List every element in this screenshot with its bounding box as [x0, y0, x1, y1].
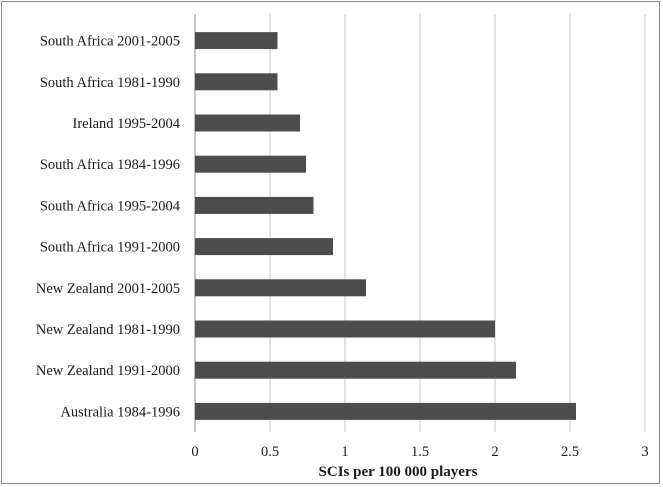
category-label: New Zealand 1981-1990 — [36, 322, 180, 338]
bar — [195, 196, 314, 214]
bar — [195, 73, 278, 91]
bar — [195, 155, 306, 173]
category-label: Ireland 1995-2004 — [72, 116, 180, 132]
x-tick-label: 1 — [341, 444, 348, 460]
bar — [195, 361, 516, 379]
x-tick-label: 2.5 — [561, 444, 579, 460]
bar — [195, 320, 495, 338]
bars — [195, 32, 576, 420]
category-label: New Zealand 1991-2000 — [36, 363, 180, 379]
bar — [195, 402, 576, 420]
bar — [195, 279, 366, 297]
category-label: South Africa 2001-2005 — [40, 34, 180, 50]
category-label: New Zealand 2001-2005 — [36, 281, 180, 297]
x-tick-label: 1.5 — [411, 444, 429, 460]
category-labels: South Africa 2001-2005 South Africa 1981-… — [36, 34, 181, 421]
bar — [195, 32, 278, 50]
category-label: South Africa 1984-1996 — [40, 157, 180, 173]
x-tick-label: 3 — [641, 444, 648, 460]
x-axis-title: SCIs per 100 000 players — [319, 464, 478, 480]
category-label: South Africa 1995-2004 — [40, 198, 181, 214]
x-tick-label: 0.5 — [261, 444, 279, 460]
category-label: South Africa 1991-2000 — [40, 240, 180, 256]
x-tick-label: 0 — [191, 444, 198, 460]
x-tick-labels: 0 0.5 1 1.5 2 2.5 3 — [191, 444, 648, 460]
x-tick-label: 2 — [491, 444, 498, 460]
category-label: South Africa 1981-1990 — [40, 75, 180, 91]
category-label: Australia 1984-1996 — [60, 404, 180, 420]
bar — [195, 114, 300, 132]
bar — [195, 238, 333, 256]
